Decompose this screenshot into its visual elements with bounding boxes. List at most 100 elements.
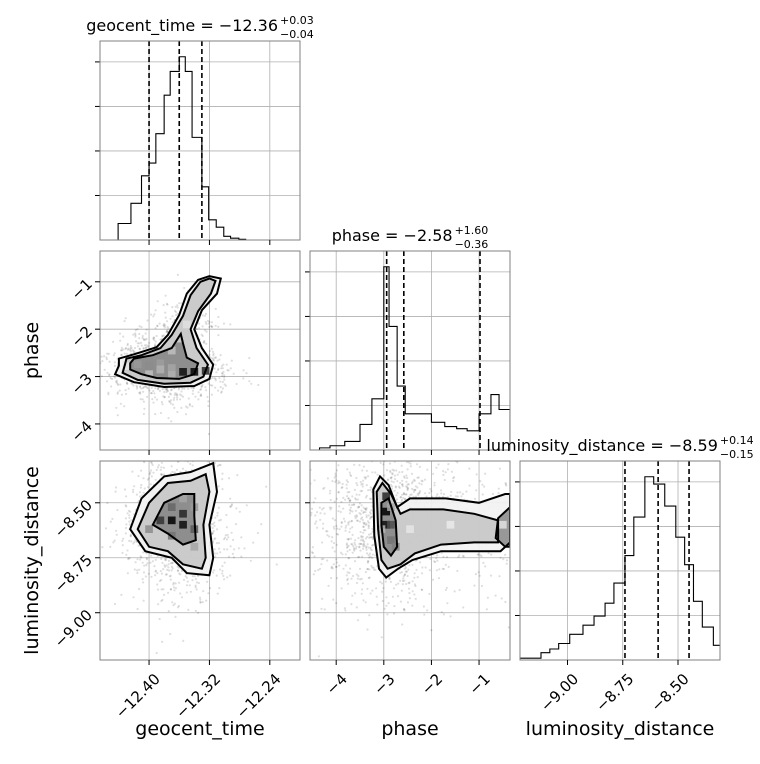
title-minus-phase: −0.36 [455, 238, 489, 251]
scatter-point [424, 479, 426, 481]
scatter-point [393, 481, 395, 483]
scatter-point [114, 361, 116, 363]
scatter-point [105, 356, 107, 358]
scatter-point [495, 595, 497, 597]
scatter-point [360, 513, 362, 515]
scatter-point [423, 447, 425, 449]
scatter-point [518, 530, 520, 532]
scatter-point [136, 569, 138, 571]
scatter-point [199, 597, 201, 599]
scatter-point [198, 327, 200, 329]
scatter-point [381, 410, 383, 412]
scatter-point [223, 578, 225, 580]
scatter-point [163, 323, 165, 325]
scatter-point [414, 585, 416, 587]
scatter-point [226, 526, 228, 528]
scatter-point [146, 329, 148, 331]
scatter-point [475, 573, 477, 575]
scatter-point [414, 428, 416, 430]
scatter-point [130, 519, 132, 521]
scatter-point [216, 360, 218, 362]
scatter-point [168, 400, 170, 402]
scatter-point [361, 556, 363, 558]
scatter-point [354, 560, 356, 562]
scatter-point [206, 581, 208, 583]
scatter-point [138, 455, 140, 457]
scatter-point [273, 592, 275, 594]
scatter-point [215, 325, 217, 327]
scatter-point [179, 573, 181, 575]
scatter-point [166, 573, 168, 575]
scatter-point [154, 570, 156, 572]
scatter-point [347, 578, 349, 580]
scatter-point [412, 580, 414, 582]
histogram-luminosity_distance [520, 477, 742, 660]
scatter-point [233, 556, 235, 558]
scatter-point [180, 407, 182, 409]
scatter-point [223, 379, 225, 381]
scatter-point [114, 603, 116, 605]
scatter-point [169, 575, 171, 577]
scatter-point [153, 565, 155, 567]
scatter-point [362, 480, 364, 482]
scatter-point [502, 558, 504, 560]
scatter-point [301, 525, 303, 527]
scatter-point [454, 590, 456, 592]
scatter-point [363, 507, 365, 509]
scatter-point [395, 454, 397, 456]
scatter-point [490, 575, 492, 577]
scatter-point [170, 420, 172, 422]
scatter-point [133, 485, 135, 487]
scatter-point [390, 446, 392, 448]
scatter-point [221, 372, 223, 374]
scatter-point [177, 306, 179, 308]
scatter-point [369, 489, 371, 491]
x-tick-label-geocent_time: −12.32 [172, 670, 224, 722]
scatter-point [125, 517, 127, 519]
scatter-point [187, 440, 189, 442]
scatter-point [242, 377, 244, 379]
scatter-point [122, 336, 124, 338]
scatter-point [190, 437, 192, 439]
scatter-point [358, 494, 360, 496]
scatter-point [148, 389, 150, 391]
scatter-point [144, 487, 146, 489]
scatter-point [322, 527, 324, 529]
scatter-point [189, 584, 191, 586]
scatter-point [401, 623, 403, 625]
scatter-point [154, 574, 156, 576]
scatter-point [257, 532, 259, 534]
scatter-point [554, 541, 556, 543]
scatter-point [142, 391, 144, 393]
scatter-point [163, 304, 165, 306]
scatter-point [402, 577, 404, 579]
scatter-point [305, 545, 307, 547]
scatter-point [357, 578, 359, 580]
scatter-point [160, 469, 162, 471]
scatter-point [164, 444, 166, 446]
scatter-point [373, 567, 375, 569]
scatter-point [158, 442, 160, 444]
scatter-point [143, 600, 145, 602]
scatter-point [385, 605, 387, 607]
scatter-point [140, 326, 142, 328]
scatter-point [276, 563, 278, 565]
scatter-point [367, 475, 369, 477]
scatter-point [232, 539, 234, 541]
scatter-point [363, 541, 365, 543]
scatter-point [238, 547, 240, 549]
scatter-point [311, 508, 313, 510]
scatter-point [482, 562, 484, 564]
panel-phase-vs-luminosity_distance [230, 384, 639, 669]
scatter-point [171, 601, 173, 603]
density-cell [387, 536, 395, 544]
scatter-point [159, 323, 161, 325]
scatter-point [414, 572, 416, 574]
scatter-point [370, 513, 372, 515]
scatter-point [171, 562, 173, 564]
scatter-point [97, 331, 99, 333]
scatter-point [362, 519, 364, 521]
scatter-point [106, 380, 108, 382]
scatter-point [338, 439, 340, 441]
scatter-point [500, 557, 502, 559]
